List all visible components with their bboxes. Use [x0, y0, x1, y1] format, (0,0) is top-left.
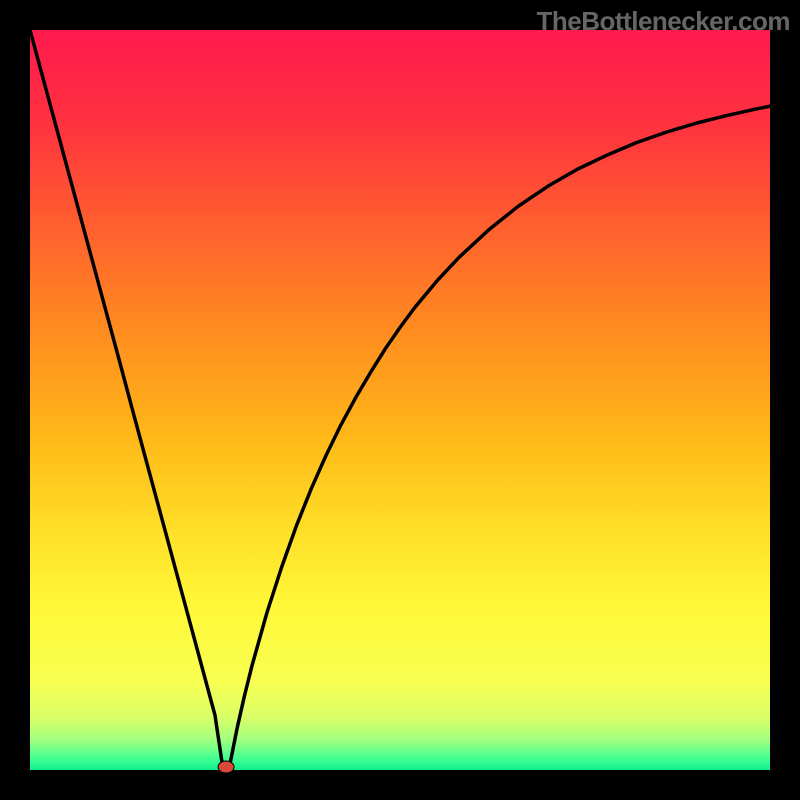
bottleneck-chart	[0, 0, 800, 800]
watermark-text: TheBottlenecker.com	[537, 6, 790, 37]
valley-marker	[218, 761, 234, 773]
gradient-background	[30, 30, 770, 770]
chart-container: { "watermark": "TheBottlenecker.com", "c…	[0, 0, 800, 800]
